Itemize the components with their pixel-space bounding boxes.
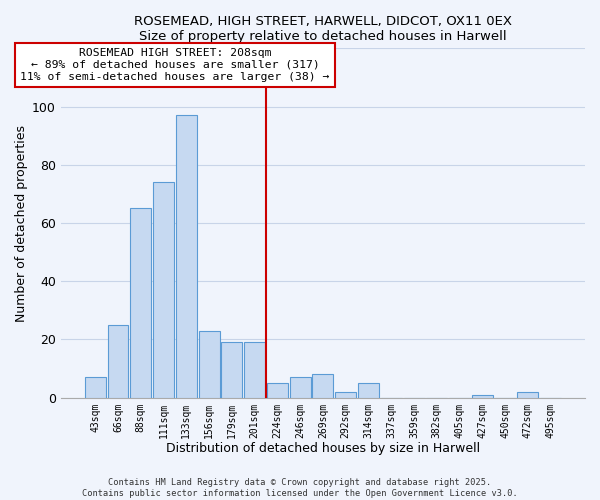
Bar bbox=[358, 383, 379, 398]
Bar bbox=[517, 392, 538, 398]
Bar bbox=[176, 116, 197, 398]
Bar bbox=[290, 378, 311, 398]
Bar bbox=[267, 383, 288, 398]
Bar bbox=[153, 182, 174, 398]
Title: ROSEMEAD, HIGH STREET, HARWELL, DIDCOT, OX11 0EX
Size of property relative to de: ROSEMEAD, HIGH STREET, HARWELL, DIDCOT, … bbox=[134, 15, 512, 43]
Bar bbox=[130, 208, 151, 398]
Bar bbox=[107, 325, 128, 398]
Y-axis label: Number of detached properties: Number of detached properties bbox=[15, 124, 28, 322]
Bar bbox=[221, 342, 242, 398]
Bar bbox=[335, 392, 356, 398]
Bar bbox=[313, 374, 334, 398]
Bar bbox=[199, 331, 220, 398]
Text: Contains HM Land Registry data © Crown copyright and database right 2025.
Contai: Contains HM Land Registry data © Crown c… bbox=[82, 478, 518, 498]
Text: ROSEMEAD HIGH STREET: 208sqm
← 89% of detached houses are smaller (317)
11% of s: ROSEMEAD HIGH STREET: 208sqm ← 89% of de… bbox=[20, 48, 329, 82]
X-axis label: Distribution of detached houses by size in Harwell: Distribution of detached houses by size … bbox=[166, 442, 480, 455]
Bar bbox=[85, 378, 106, 398]
Bar bbox=[244, 342, 265, 398]
Bar bbox=[472, 395, 493, 398]
